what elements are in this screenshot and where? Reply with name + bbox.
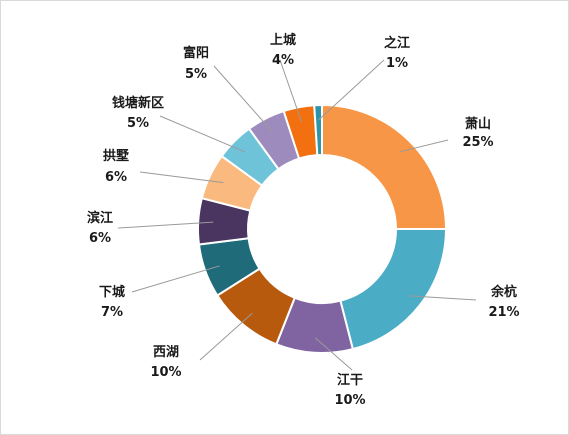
slice-pct-10: 1% <box>386 56 408 71</box>
slice-pct-4: 7% <box>101 305 123 320</box>
slice-label-3: 西湖 <box>153 345 179 360</box>
leader-line-7 <box>159 115 246 153</box>
slice-label-7: 钱塘新区 <box>112 95 164 111</box>
slice-label-8: 富阳 <box>183 45 209 61</box>
slice-label-4: 下城 <box>99 284 125 300</box>
leader-line-8 <box>213 65 273 133</box>
slice-pct-9: 4% <box>272 53 294 68</box>
slice-pct-1: 21% <box>488 305 519 320</box>
leader-line-5 <box>117 221 214 229</box>
slice-label-9: 上城 <box>270 32 296 48</box>
leader-line-0 <box>398 139 449 153</box>
slice-label-2: 江干 <box>337 372 363 388</box>
slice-pct-6: 6% <box>105 170 127 185</box>
leader-line-1 <box>408 295 477 301</box>
leader-line-2 <box>314 337 353 371</box>
labels-group: 萧山 25% 余杭 21% 江干 10% 西湖 10% 下城 7% 滨江 6% 拱墅 6% 钱塘新区 5% 富阳… <box>87 32 520 408</box>
slice-pct-2: 10% <box>334 393 365 408</box>
leader-line-6 <box>139 171 224 184</box>
slice-pct-7: 5% <box>127 116 149 131</box>
slice-0 <box>321 103 448 230</box>
slice-pct-0: 25% <box>462 135 493 150</box>
slice-label-0: 萧山 <box>465 116 491 132</box>
slice-10 <box>313 103 323 157</box>
slices-group <box>197 103 448 354</box>
leader-line-9 <box>279 59 303 123</box>
slice-label-1: 余杭 <box>490 284 517 300</box>
slice-pct-5: 6% <box>89 231 111 246</box>
slice-pct-8: 5% <box>185 67 207 82</box>
slice-label-5: 滨江 <box>87 210 113 226</box>
leader-line-3 <box>199 312 253 361</box>
slice-pct-3: 10% <box>150 365 181 380</box>
slice-1 <box>339 228 448 351</box>
leader-lines-group <box>117 59 477 371</box>
leader-line-4 <box>131 265 220 293</box>
slice-label-10: 之江 <box>384 35 410 51</box>
leader-line-10 <box>318 59 385 121</box>
slice-label-6: 拱墅 <box>103 148 129 164</box>
